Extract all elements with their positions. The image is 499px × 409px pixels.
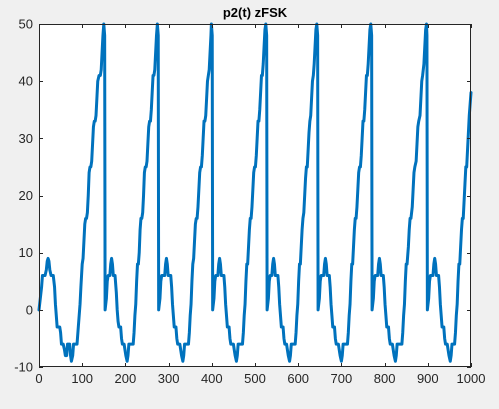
x-tick-label: 900 <box>417 371 439 386</box>
series-line-1 <box>37 22 473 363</box>
y-tick-label: 10 <box>19 245 33 260</box>
x-tick-label: 200 <box>115 371 137 386</box>
y-tick-label: 0 <box>26 302 33 317</box>
y-tick-label: 50 <box>19 17 33 32</box>
x-tick-label: 600 <box>287 371 309 386</box>
axes-background <box>39 24 471 367</box>
x-tick-label: 300 <box>158 371 180 386</box>
y-tick-label: -10 <box>14 360 33 375</box>
x-tick-label: 700 <box>331 371 353 386</box>
series-layer <box>37 22 473 363</box>
y-tick-label: 30 <box>19 131 33 146</box>
x-tick-label: 1000 <box>457 371 486 386</box>
x-tick-label: 100 <box>71 371 93 386</box>
x-tick-label: 500 <box>244 371 266 386</box>
y-tick-label: 20 <box>19 188 33 203</box>
x-tick-label: 800 <box>374 371 396 386</box>
x-tick-label: 0 <box>35 371 42 386</box>
x-tick-label: 400 <box>201 371 223 386</box>
chart-title: p2(t) zFSK <box>223 5 288 20</box>
ticks-layer: 0 100 200 300 400 500 600 700 800 900 1000-1001020… <box>14 17 485 387</box>
y-tick-label: 40 <box>19 74 33 89</box>
